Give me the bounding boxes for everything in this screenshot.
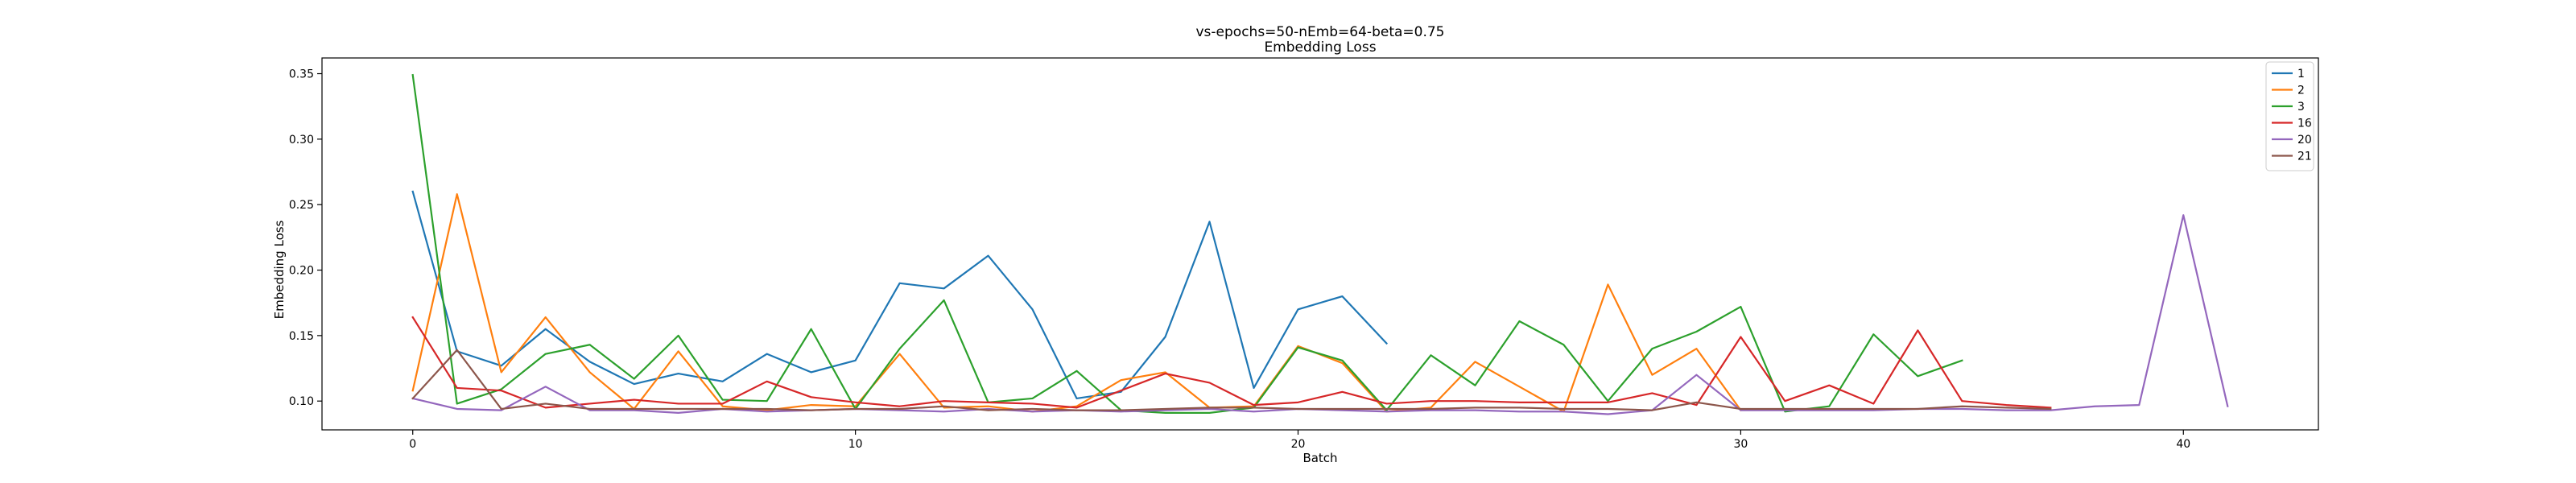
x-tick-label: 40 [2176, 438, 2190, 451]
legend-label-21: 21 [2297, 151, 2312, 163]
y-tick-label: 0.10 [289, 395, 314, 408]
x-tick-label: 20 [1291, 438, 1306, 451]
y-tick-label: 0.30 [289, 134, 314, 147]
legend-label-20: 20 [2297, 134, 2312, 147]
series-line-21 [411, 349, 2052, 411]
x-tick-label: 0 [409, 438, 416, 451]
x-tick-label: 10 [848, 438, 863, 451]
series-line-3 [411, 73, 1963, 414]
legend-label-3: 3 [2297, 101, 2305, 114]
series-line-16 [411, 316, 2052, 409]
x-tick-label: 30 [1733, 438, 1748, 451]
legend-label-16: 16 [2297, 118, 2312, 130]
series-line-1 [411, 190, 1389, 400]
legend-label-1: 1 [2297, 68, 2305, 80]
chart-subtitle: Embedding Loss [1264, 39, 1376, 56]
legend-label-2: 2 [2297, 85, 2305, 97]
y-tick-label: 0.20 [289, 265, 314, 278]
plot-area: 0 10 20 30 40 0.10 0.15 0.20 0.25 0.30 0.35 [289, 68, 2229, 451]
y-tick-label: 0.25 [289, 199, 314, 212]
legend: 1 2 3 16 20 21 [2265, 61, 2314, 171]
y-tick-label: 0.35 [289, 68, 314, 81]
axes-frame [321, 57, 2319, 431]
x-axis-label: Batch [1302, 451, 1337, 465]
chart-title: vs-epochs=50-nEmb=64-beta=0.75 [1196, 24, 1445, 40]
y-tick-label: 0.15 [289, 330, 314, 343]
y-axis-label: Embedding Loss [272, 220, 287, 319]
